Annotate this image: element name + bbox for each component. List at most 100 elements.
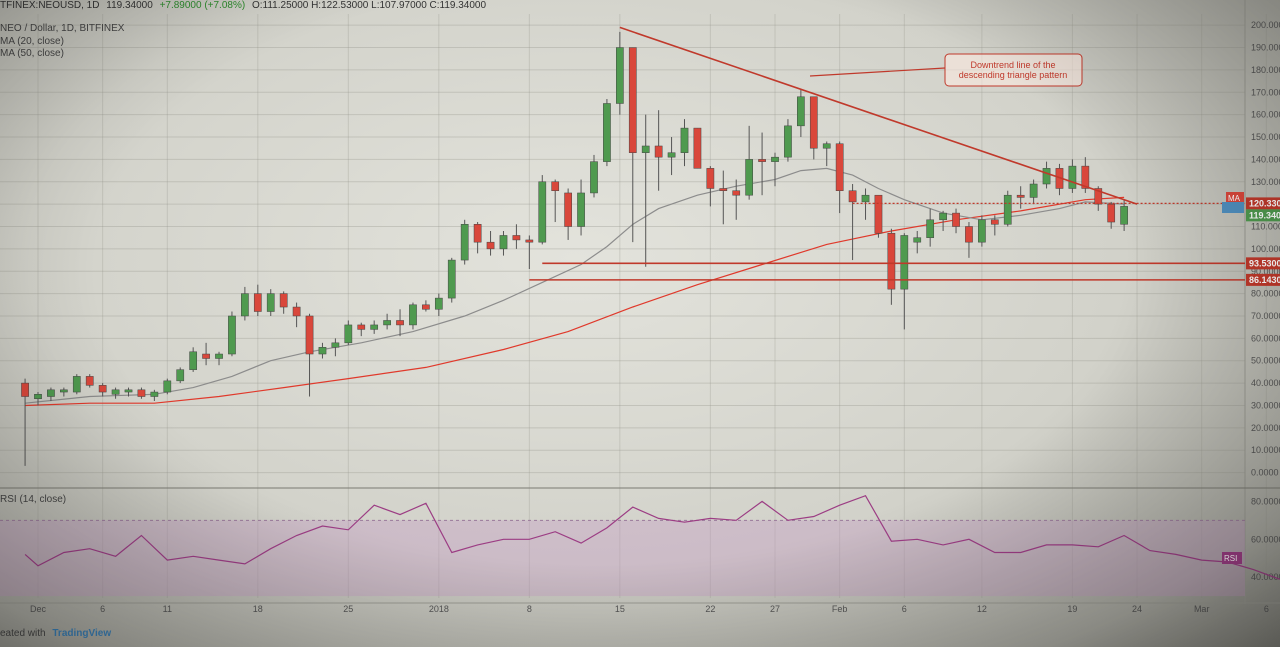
candle-body[interactable] (266, 293, 275, 312)
candle-body[interactable] (1029, 183, 1038, 198)
candle-body[interactable] (551, 181, 560, 191)
candle-body[interactable] (577, 192, 585, 227)
candle-body[interactable] (1094, 188, 1103, 205)
candle-body[interactable] (797, 96, 805, 127)
candle-body[interactable] (357, 324, 366, 330)
candle-body[interactable] (447, 259, 456, 299)
candle-body[interactable] (163, 380, 172, 393)
candle-body[interactable] (47, 389, 55, 397)
candle-body[interactable] (370, 324, 379, 330)
candle-body[interactable] (861, 194, 870, 203)
candle-body[interactable] (21, 382, 29, 397)
candle-body[interactable] (189, 351, 198, 370)
y-tick-label: 60.0000 (1251, 333, 1280, 343)
y-tick-label: 130.0000 (1251, 177, 1280, 187)
candle-body[interactable] (1068, 165, 1077, 189)
candle-body[interactable] (926, 219, 935, 238)
candle-body[interactable] (499, 235, 508, 250)
ma50-line (25, 196, 1125, 407)
candle-body[interactable] (939, 212, 947, 221)
candle-body[interactable] (848, 190, 857, 203)
rsi-line[interactable] (24, 494, 1280, 580)
candle-body[interactable] (641, 145, 650, 153)
candle-body[interactable] (344, 324, 353, 344)
candle-body[interactable] (900, 235, 909, 290)
candle-body[interactable] (137, 389, 146, 397)
candle-body[interactable] (745, 159, 753, 196)
y-tick-label: 100.0000 (1251, 244, 1280, 254)
candle-body[interactable] (667, 152, 676, 158)
candle-body[interactable] (1081, 165, 1090, 189)
candle-body[interactable] (460, 224, 469, 261)
candle-body[interactable] (564, 192, 572, 227)
candle-body[interactable] (822, 143, 831, 149)
candle-body[interactable] (434, 297, 443, 310)
candle-body[interactable] (719, 188, 728, 191)
candle-body[interactable] (72, 376, 81, 393)
candle-body[interactable] (590, 161, 598, 194)
candle-body[interactable] (383, 320, 391, 326)
candle-body[interactable] (409, 304, 417, 326)
candle-body[interactable] (693, 127, 702, 169)
candle-body[interactable] (1003, 194, 1012, 225)
candle-body[interactable] (628, 47, 637, 153)
candle-body[interactable] (241, 293, 249, 317)
candle-body[interactable] (874, 194, 883, 234)
candle-body[interactable] (706, 168, 715, 189)
candle-body[interactable] (318, 347, 327, 355)
legend-ma20[interactable]: MA (20, close) (0, 36, 64, 47)
candle-body[interactable] (913, 237, 922, 243)
x-tick-label: 11 (163, 604, 172, 614)
candle-body[interactable] (538, 181, 547, 243)
rsi-legend[interactable]: RSI (14, close) (0, 494, 67, 505)
candle-body[interactable] (124, 389, 133, 393)
candle-body[interactable] (732, 190, 741, 196)
candle-body[interactable] (1042, 168, 1051, 185)
candle-body[interactable] (422, 304, 430, 310)
candle-body[interactable] (1120, 206, 1128, 225)
candle-body[interactable] (305, 315, 314, 355)
candle-body[interactable] (111, 389, 120, 395)
candle-body[interactable] (1107, 203, 1116, 223)
candle-body[interactable] (835, 143, 844, 191)
candle-body[interactable] (473, 224, 482, 243)
candle-body[interactable] (292, 306, 301, 317)
candle-body[interactable] (215, 353, 223, 359)
candle-body[interactable] (809, 96, 818, 149)
ma-value-tag: 120.330 (1249, 198, 1280, 208)
candle-body[interactable] (396, 320, 404, 326)
trend-line[interactable] (619, 26, 1138, 205)
candle-body[interactable] (253, 293, 262, 312)
candle-body[interactable] (85, 376, 94, 386)
ohlc-values: O:111.25000 H:122.53000 L:107.97000 C:11… (251, 0, 487, 11)
candle-body[interactable] (680, 127, 689, 153)
candle-body[interactable] (616, 47, 624, 104)
annotation-box[interactable] (944, 53, 1083, 87)
candle-body[interactable] (486, 241, 495, 250)
candle-body[interactable] (176, 369, 185, 382)
candle-body[interactable] (990, 219, 999, 225)
candle-body[interactable] (60, 389, 68, 393)
candle-body[interactable] (512, 235, 521, 241)
candle-body[interactable] (150, 391, 159, 397)
candle-body[interactable] (98, 385, 107, 393)
candle-body[interactable] (34, 394, 42, 400)
candle-body[interactable] (654, 145, 663, 158)
candle-body[interactable] (978, 219, 986, 243)
legend-ma50[interactable]: MA (50, close) (0, 48, 64, 59)
candle-body[interactable] (525, 239, 534, 243)
candle-body[interactable] (202, 353, 210, 359)
candle-body[interactable] (279, 293, 288, 308)
candle-body[interactable] (784, 125, 792, 158)
candle-body[interactable] (603, 103, 611, 162)
candle-body[interactable] (1016, 194, 1025, 198)
candle-body[interactable] (952, 212, 960, 227)
candle-body[interactable] (771, 156, 779, 162)
candle-body[interactable] (758, 159, 766, 162)
tradingview-logo[interactable]: TradingView (52, 628, 112, 639)
candle-body[interactable] (228, 315, 236, 355)
candle-body[interactable] (887, 232, 896, 290)
candle-body[interactable] (331, 342, 340, 348)
candle-body[interactable] (965, 226, 973, 243)
